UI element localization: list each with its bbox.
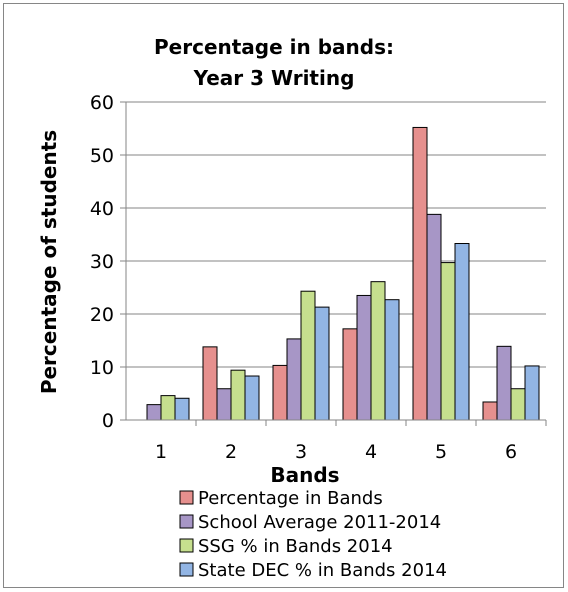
legend-swatch	[179, 514, 194, 529]
legend-item: SSG % in Bands 2014	[179, 536, 393, 557]
chart-title-line-2: Year 3 Writing	[193, 66, 355, 90]
bar	[174, 397, 190, 421]
y-tick-label: 50	[90, 145, 114, 167]
y-axis-ticks: 0 10 20 30 40 50 60	[90, 92, 114, 432]
gridlines	[120, 101, 546, 421]
x-tick-label: 2	[225, 441, 237, 463]
bar	[202, 346, 218, 421]
bar	[272, 364, 288, 421]
legend-swatch	[179, 538, 194, 553]
bar	[482, 401, 498, 421]
x-tick-label: 6	[505, 441, 517, 463]
x-tick-label: 3	[295, 441, 307, 463]
bar	[454, 243, 470, 421]
legend-label: Percentage in Bands	[198, 488, 383, 509]
chart-title-line-1: Percentage in bands:	[154, 35, 394, 59]
y-tick-label: 10	[90, 357, 114, 379]
legend-label: School Average 2011-2014	[198, 512, 441, 533]
axes	[125, 102, 547, 426]
bar	[230, 369, 246, 421]
bar	[216, 388, 232, 421]
x-axis-title: Bands	[270, 463, 339, 487]
bar	[440, 262, 456, 421]
y-tick-label: 20	[90, 304, 114, 326]
legend-swatch	[179, 490, 194, 505]
y-tick-label: 40	[90, 198, 114, 220]
bar	[496, 345, 512, 421]
y-tick-label: 30	[90, 251, 114, 273]
bar	[160, 395, 176, 421]
bar	[286, 338, 302, 421]
bar	[384, 299, 400, 421]
bar	[314, 306, 330, 421]
legend: Percentage in Bands School Average 2011-2…	[179, 488, 447, 581]
legend-item: Percentage in Bands	[179, 488, 383, 509]
x-tick-label: 4	[365, 441, 377, 463]
y-tick-label: 0	[102, 410, 114, 432]
chart-frame	[3, 3, 564, 588]
y-axis-title: Percentage of students	[37, 130, 61, 394]
bar	[510, 388, 526, 421]
bar	[244, 375, 260, 421]
legend-swatch	[179, 562, 194, 577]
bar	[300, 290, 316, 421]
bar	[412, 126, 428, 421]
x-tick-label: 5	[435, 441, 447, 463]
bar	[524, 365, 540, 421]
x-tick-label: 1	[155, 441, 167, 463]
bar	[342, 328, 358, 421]
bar	[370, 281, 386, 421]
bars	[146, 126, 540, 421]
bar	[146, 404, 162, 421]
legend-label: SSG % in Bands 2014	[198, 536, 393, 557]
legend-item: State DEC % in Bands 2014	[179, 560, 447, 581]
legend-item: School Average 2011-2014	[179, 512, 441, 533]
bar	[426, 213, 442, 421]
y-tick-label: 60	[90, 92, 114, 114]
legend-label: State DEC % in Bands 2014	[198, 560, 447, 581]
x-axis-ticks: 1 2 3 4 5 6	[155, 441, 517, 463]
bar	[356, 294, 372, 421]
